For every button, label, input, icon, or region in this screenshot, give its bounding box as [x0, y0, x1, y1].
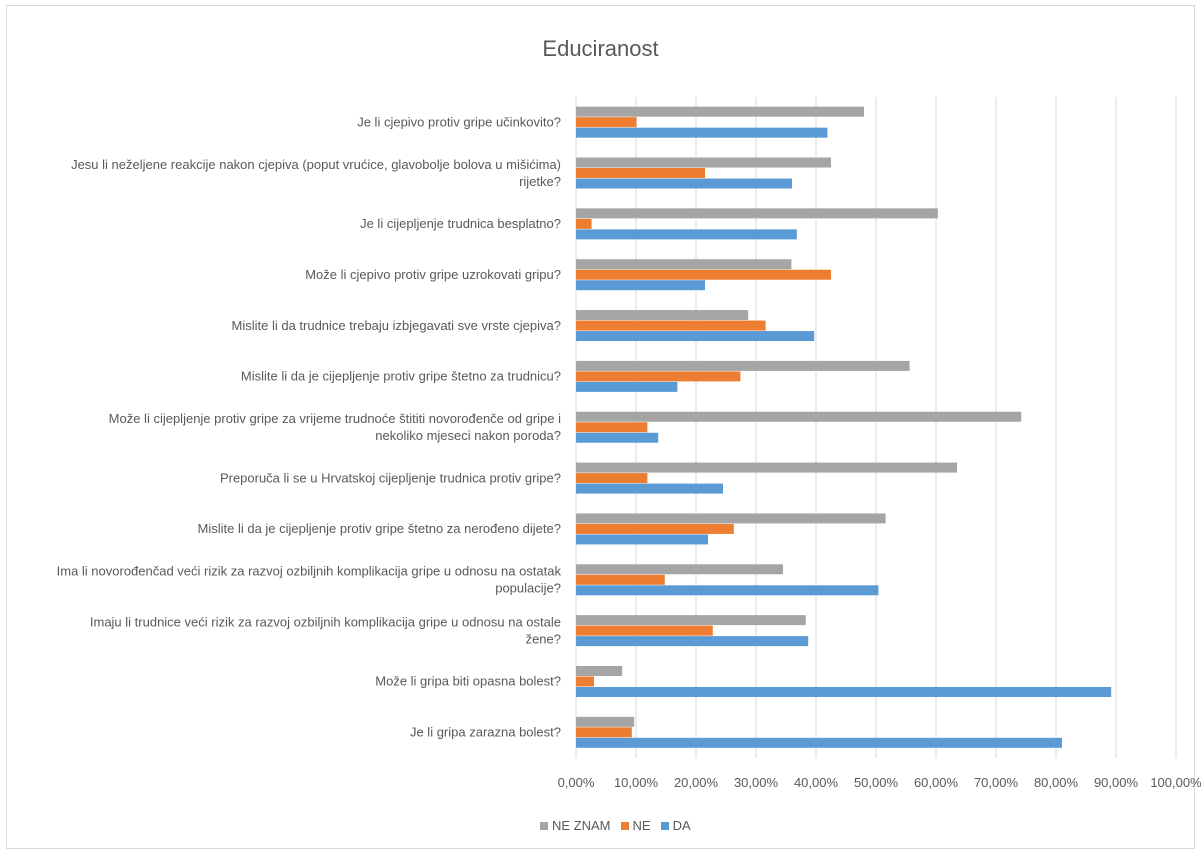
category-label: Mislite li da trudnice trebaju izbjegava… [232, 318, 562, 333]
bar [576, 259, 792, 270]
chart-frame [6, 5, 1195, 849]
category-label-line: Imaju li trudnice veći rizik za razvoj o… [90, 614, 561, 629]
bar [576, 381, 678, 392]
legend-item-ne-znam: NE ZNAM [540, 818, 611, 833]
bar [576, 310, 749, 321]
bar [576, 280, 705, 291]
category-label-line: rijetke? [519, 174, 561, 189]
legend-item-ne: NE [620, 818, 651, 833]
bar [576, 636, 809, 647]
x-tick-label: 50,00% [854, 775, 899, 790]
legend-label-ne: NE [632, 818, 651, 833]
category-label: Može li gripa biti opasna bolest? [375, 674, 561, 689]
category-label-line: Je li gripa zarazna bolest? [410, 725, 561, 740]
category-label-line: Može li gripa biti opasna bolest? [375, 674, 561, 689]
category-label-line: Je li cijepljenje trudnica besplatno? [360, 216, 561, 231]
category-label: Može li cjepivo protiv gripe uzrokovati … [305, 267, 561, 282]
category-label-line: Može li cijepljenje protiv gripe za vrij… [109, 411, 561, 426]
category-label: Mislite li da je cijepljenje protiv grip… [241, 369, 561, 384]
bar [576, 585, 879, 596]
bar [576, 422, 648, 433]
category-label-line: Preporuča li se u Hrvatskoj cijepljenje … [220, 470, 561, 485]
bar [576, 117, 637, 128]
category-label: Ima li novorođenčad veći rizik za razvoj… [57, 564, 562, 596]
category-label: Imaju li trudnice veći rizik za razvoj o… [90, 614, 561, 646]
bar [576, 686, 1112, 697]
category-label-line: Jesu li neželjene reakcije nakon cjepiva… [71, 157, 561, 172]
legend-label-ne-znam: NE ZNAM [552, 818, 611, 833]
bar [576, 462, 957, 473]
bar [576, 229, 797, 240]
bar [576, 665, 623, 676]
bar [576, 483, 723, 494]
legend-label-da: DA [672, 818, 691, 833]
category-label-line: Može li cjepivo protiv gripe uzrokovati … [305, 267, 561, 282]
x-tick-label: 80,00% [1034, 775, 1079, 790]
legend-swatch-ne [620, 821, 629, 830]
x-tick-label: 70,00% [974, 775, 1019, 790]
bar [576, 716, 635, 727]
category-label: Jesu li neželjene reakcije nakon cjepiva… [71, 157, 561, 189]
category-label-line: Mislite li da trudnice trebaju izbjegava… [232, 318, 562, 333]
bar [576, 513, 886, 524]
bar [576, 727, 632, 738]
bar [576, 360, 910, 371]
legend-item-da: DA [660, 818, 691, 833]
category-label: Je li gripa zarazna bolest? [410, 725, 561, 740]
bar [576, 320, 766, 331]
bar [576, 269, 831, 280]
bar [576, 208, 938, 219]
bar [576, 157, 831, 168]
bar [576, 534, 708, 545]
category-label: Je li cjepivo protiv gripe učinkovito? [357, 114, 561, 129]
x-tick-label: 30,00% [734, 775, 779, 790]
legend-swatch-da [660, 821, 669, 830]
category-label: Preporuča li se u Hrvatskoj cijepljenje … [220, 470, 561, 485]
category-label-line: žene? [526, 631, 561, 646]
category-label-line: Mislite li da je cijepljenje protiv grip… [241, 369, 561, 384]
bar [576, 106, 864, 117]
bar [576, 473, 648, 484]
category-label-line: Ima li novorođenčad veći rizik za razvoj… [57, 564, 562, 579]
x-tick-label: 10,00% [614, 775, 659, 790]
bar [576, 127, 828, 138]
bar [576, 574, 665, 585]
bar [576, 432, 659, 443]
chart-title: Educiranost [542, 36, 659, 61]
category-label-line: populacije? [495, 581, 561, 596]
bar [576, 411, 1022, 422]
bar [576, 523, 734, 534]
x-tick-label: 100,00% [1150, 775, 1201, 790]
x-tick-label: 90,00% [1094, 775, 1139, 790]
bar [576, 218, 592, 229]
bar [576, 676, 594, 687]
x-tick-label: 0,00% [558, 775, 595, 790]
bar [576, 168, 705, 179]
category-label-line: Je li cjepivo protiv gripe učinkovito? [357, 114, 561, 129]
legend-swatch-ne-znam [540, 821, 548, 830]
category-label: Je li cijepljenje trudnica besplatno? [360, 216, 561, 231]
x-tick-label: 40,00% [794, 775, 839, 790]
category-label: Može li cijepljenje protiv gripe za vrij… [109, 411, 561, 443]
category-label: Mislite li da je cijepljenje protiv grip… [198, 521, 562, 536]
bar [576, 615, 806, 626]
bar [576, 564, 783, 575]
legend: NE ZNAM NE DA [540, 818, 691, 833]
bar [576, 625, 713, 636]
bar [576, 737, 1062, 748]
bar [576, 371, 741, 382]
bar [576, 331, 815, 342]
category-label-line: nekoliko mjeseci nakon poroda? [375, 428, 561, 443]
bar [576, 178, 792, 189]
x-tick-label: 20,00% [674, 775, 719, 790]
x-tick-label: 60,00% [914, 775, 959, 790]
category-label-line: Mislite li da je cijepljenje protiv grip… [198, 521, 562, 536]
